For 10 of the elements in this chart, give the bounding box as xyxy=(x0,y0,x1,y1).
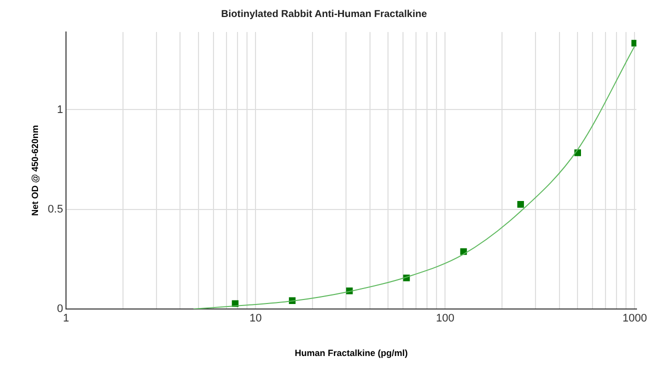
x-tick-label: 1000 xyxy=(622,312,647,325)
y-tick-label: 1 xyxy=(56,104,64,116)
chart-title: Biotinylated Rabbit Anti-Human Fractalkine xyxy=(221,8,428,20)
y-tick-label: 0 xyxy=(56,303,64,316)
x-tick-label: 10 xyxy=(250,312,262,325)
x-tick-label: 100 xyxy=(436,312,454,325)
y-tick-label: 0.5 xyxy=(48,203,64,216)
x-axis-title: Human Fractalkine (pg/ml) xyxy=(294,348,408,358)
point xyxy=(517,201,524,208)
y-axis-title: Net OD @ 450-620nm xyxy=(30,125,40,216)
